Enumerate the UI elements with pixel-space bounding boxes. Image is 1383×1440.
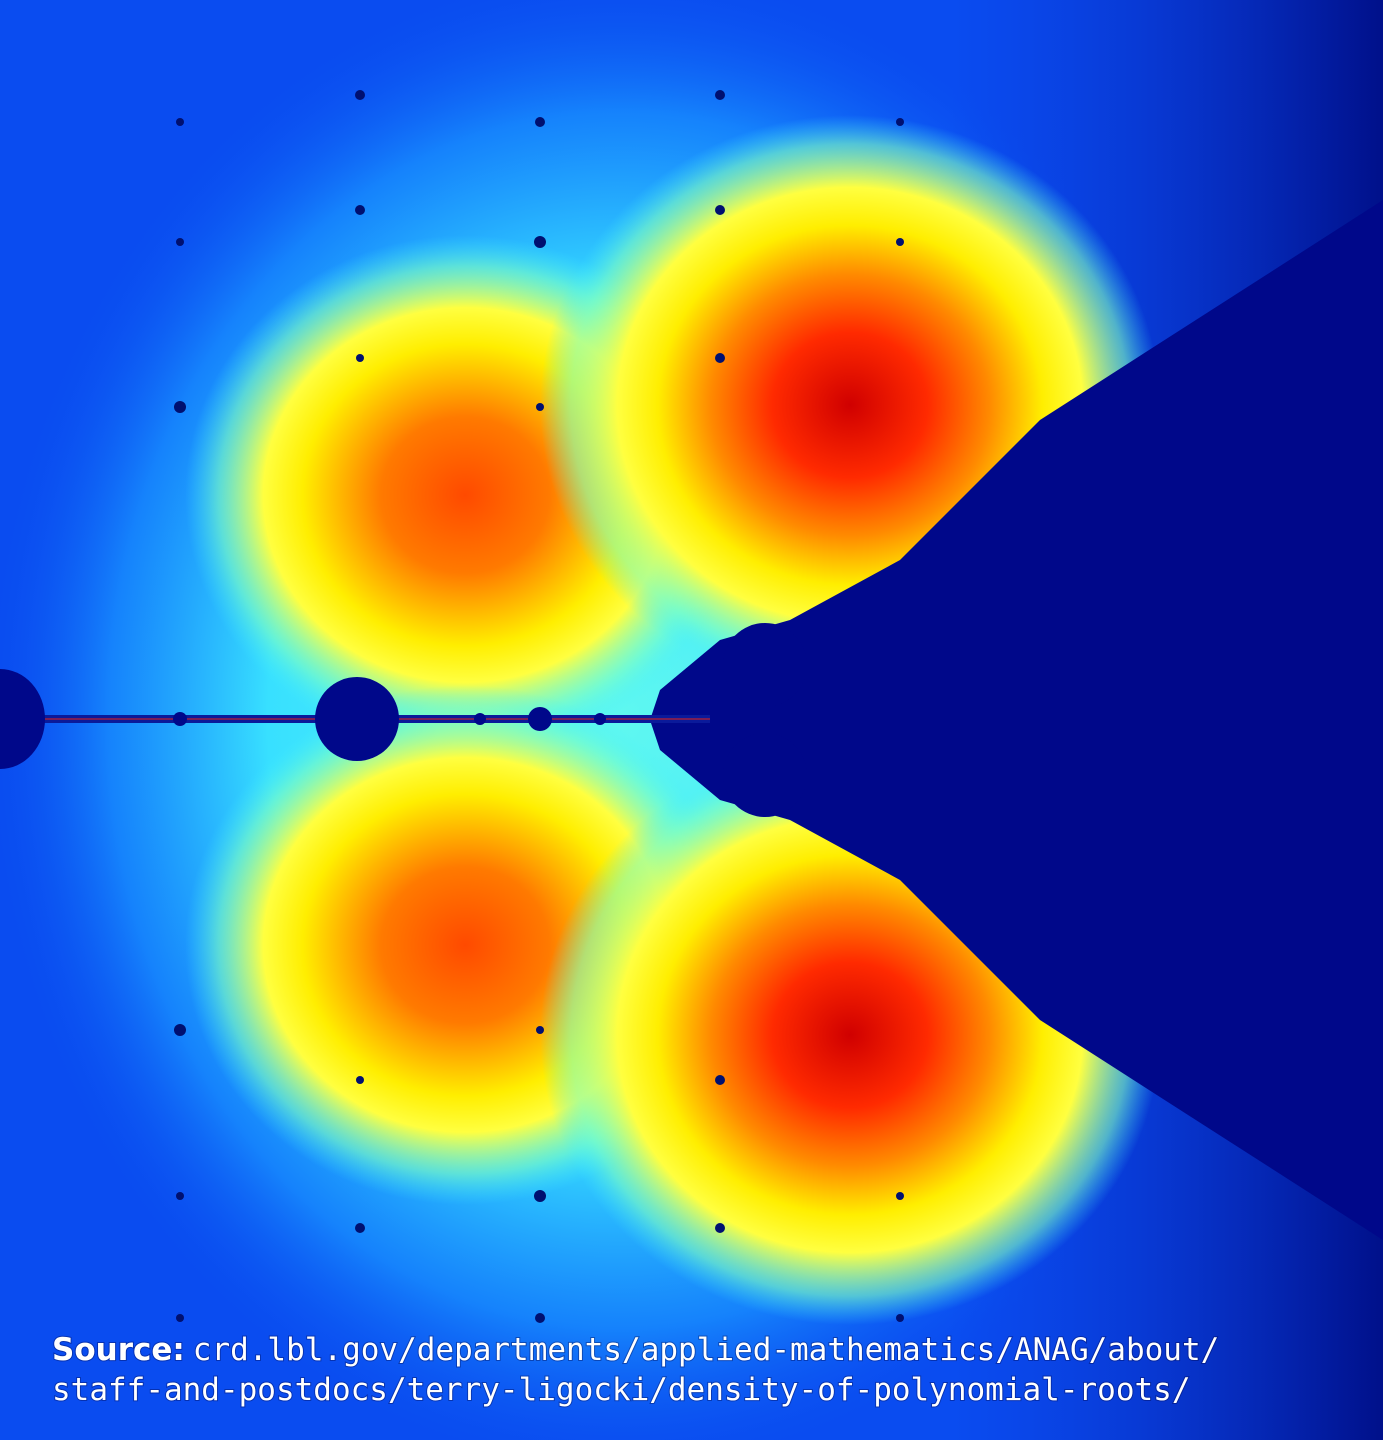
density-image: Source: crd.lbl.gov/departments/applied-… — [0, 0, 1383, 1440]
source-url: staff-and-postdocs/terry-ligocki/density… — [52, 1372, 1190, 1408]
source-url: crd.lbl.gov/departments/applied-mathemat… — [193, 1332, 1220, 1368]
source-label: Source: — [52, 1332, 185, 1368]
